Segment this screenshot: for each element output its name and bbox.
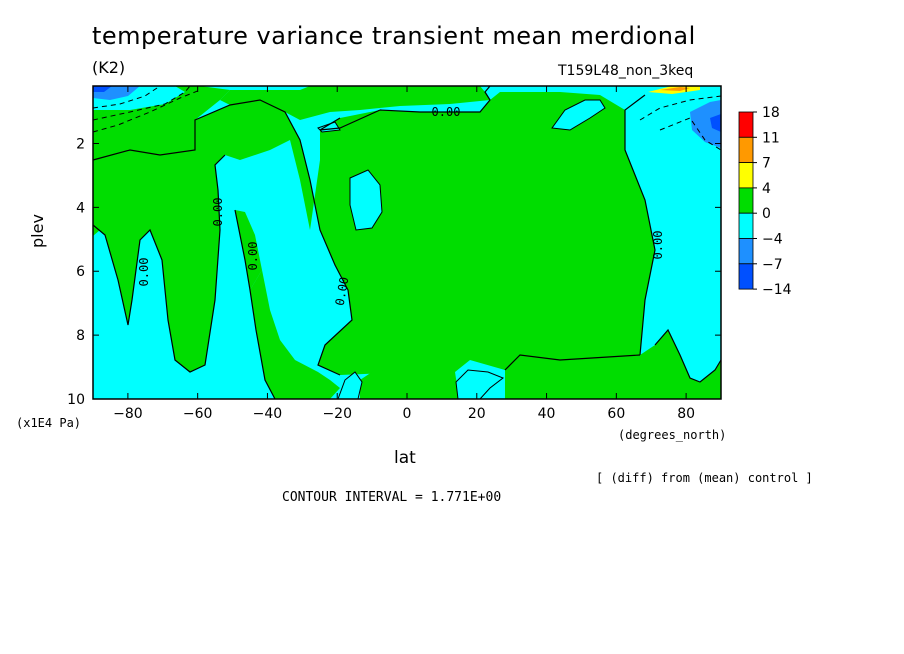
negative-contour-line (92, 85, 161, 109)
negative-contour-line (659, 117, 722, 151)
legend-level-label: 11 (762, 130, 780, 146)
legend-swatch (738, 238, 754, 265)
zero-contour-line (654, 328, 722, 383)
run-label: T159L48_non_3keq (558, 63, 694, 79)
zero-contour-line (504, 354, 641, 371)
contour-field: 0.00 0.00 0.00 0.00 0.00 0.00 (92, 85, 722, 400)
legend-swatch (738, 187, 754, 214)
negative-contour-line (92, 85, 191, 121)
contour-label: 0.00 (333, 276, 352, 307)
y-tick-label: 6 (76, 264, 85, 280)
x-axis-units: (degrees_north) (618, 428, 727, 442)
zero-contour-line (319, 109, 381, 131)
zero-contour-line (92, 154, 226, 373)
x-tick-label: −20 (322, 406, 352, 422)
contour-label: 0.00 (211, 198, 225, 227)
x-tick-label: 60 (607, 406, 625, 422)
region-negative (690, 100, 721, 148)
legend-level-label: 7 (762, 156, 771, 172)
x-tick-label: −80 (113, 406, 143, 422)
x-axis-label: lat (394, 448, 416, 468)
region-positive (660, 87, 690, 91)
legend-swatch (738, 111, 754, 138)
zero-contour-line (379, 85, 491, 113)
zero-contour-line (624, 94, 656, 356)
y-axis-units: (x1E4 Pa) (16, 416, 82, 430)
y-axis-label: plev (28, 214, 47, 248)
contour-label: 0.00 (432, 105, 461, 119)
legend-swatch (738, 162, 754, 189)
region-positive (93, 92, 655, 378)
legend-swatch (738, 212, 754, 239)
legend-level-label: −4 (762, 232, 783, 248)
contour-interval: CONTOUR INTERVAL = 1.771E+00 (282, 490, 502, 505)
y-tick-label: 8 (76, 328, 85, 344)
contour-label: 0.00 (137, 258, 151, 287)
region-positive (250, 270, 340, 399)
contour-label: 0.00 (651, 231, 665, 260)
region-negative (551, 99, 606, 131)
region-negative (349, 169, 383, 231)
region-negative (710, 114, 721, 132)
legend-level-label: 4 (762, 181, 771, 197)
region-positive (220, 86, 490, 120)
legend-swatch (738, 136, 754, 164)
legend-level-label: −14 (762, 282, 792, 298)
zero-contour-line (234, 209, 276, 400)
legend-level-label: −7 (762, 257, 783, 273)
zero-contour-line (92, 99, 353, 376)
x-tick-label: 0 (403, 406, 412, 422)
axes: −80 −60 −40 −20 0 20 40 60 80 2 4 6 8 10 (67, 85, 722, 422)
region-positive (505, 355, 640, 399)
diff-note: [ (diff) from (mean) control ] (596, 471, 813, 485)
legend-level-label: 0 (762, 206, 771, 222)
y-tick-label: 2 (76, 136, 85, 152)
y-tick-label: 10 (67, 392, 85, 408)
legend-level-label: 18 (762, 105, 780, 121)
x-tick-label: 80 (677, 406, 695, 422)
y-tick-label: 4 (76, 200, 85, 216)
region-positive (235, 210, 262, 290)
x-tick-label: 20 (468, 406, 486, 422)
region-negative (93, 86, 112, 92)
x-tick-label: −40 (253, 406, 283, 422)
negative-contour-line (92, 89, 201, 133)
region-positive (360, 370, 470, 399)
color-legend: 18 11 7 4 0 −4 −7 −14 (738, 105, 792, 298)
negative-contour-line (639, 95, 722, 121)
chart-units-label: (K2) (92, 58, 126, 77)
legend-swatch (738, 263, 754, 290)
x-tick-label: 40 (538, 406, 556, 422)
chart-title: temperature variance transient mean merd… (92, 22, 696, 50)
contour-label: 0.00 (246, 242, 260, 271)
x-tick-label: −60 (183, 406, 213, 422)
